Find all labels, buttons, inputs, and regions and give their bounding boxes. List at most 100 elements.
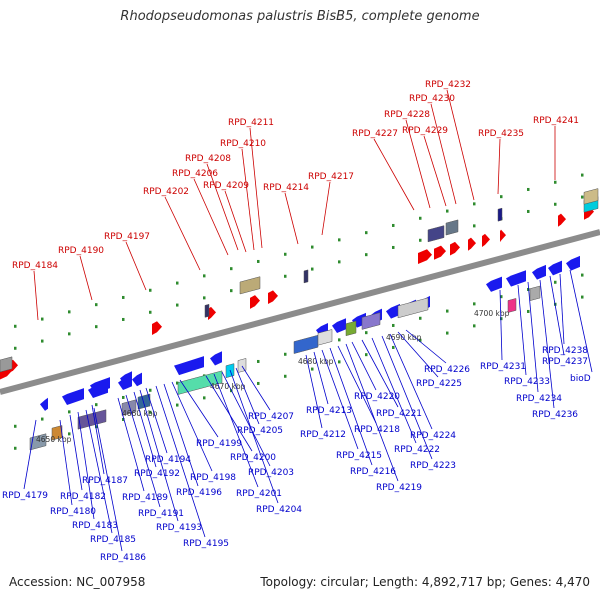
position-label: 4690 kbp xyxy=(386,333,422,342)
tick-dot xyxy=(257,259,260,263)
reverse-gene xyxy=(174,356,204,376)
gene-label-reverse: RPD_4222 xyxy=(394,445,440,455)
leader-line xyxy=(79,255,93,301)
feature-box xyxy=(77,409,107,430)
tick-dot xyxy=(41,339,44,343)
leader-line xyxy=(329,347,373,466)
gene-label-reverse: RPD_4201 xyxy=(236,489,282,499)
feature-box xyxy=(497,207,503,222)
tick-dot xyxy=(14,346,17,350)
leader-line xyxy=(229,369,279,504)
tick-dot xyxy=(365,353,368,357)
tick-dot xyxy=(14,424,17,428)
gene-label-reverse: RPD_4231 xyxy=(480,362,526,372)
leader-line xyxy=(446,89,475,201)
tick-dot xyxy=(176,303,179,307)
tick-dot xyxy=(230,289,233,293)
feature-box xyxy=(137,393,151,410)
gene-features xyxy=(0,188,599,451)
leader-line xyxy=(499,289,503,361)
tick-dot xyxy=(554,180,557,184)
gene-label-reverse: RPD_4192 xyxy=(134,469,180,479)
leader-line xyxy=(59,419,73,506)
tick-dot xyxy=(14,324,17,328)
forward-gene xyxy=(450,241,460,256)
leader-line xyxy=(93,407,123,552)
leader-line xyxy=(69,414,83,491)
gene-label-reverse: RPD_4224 xyxy=(410,431,456,441)
tick-dot xyxy=(581,195,584,199)
leader-line xyxy=(91,404,105,475)
leader-line xyxy=(351,341,377,391)
leader-line xyxy=(381,335,433,460)
tick-dot xyxy=(68,410,71,414)
tick-dots xyxy=(14,173,584,450)
tick-dot xyxy=(581,273,584,277)
feature-box xyxy=(361,312,381,330)
tick-dot xyxy=(392,323,395,327)
tick-dot xyxy=(392,245,395,249)
feature-box xyxy=(293,334,319,354)
gene-label-reverse: RPD_4196 xyxy=(176,488,222,498)
feature-box xyxy=(177,370,223,395)
gene-label-reverse: RPD_4195 xyxy=(183,539,229,549)
reverse-gene xyxy=(90,377,110,394)
tick-dot xyxy=(122,295,125,299)
tick-dot xyxy=(500,317,503,321)
tick-dot xyxy=(392,223,395,227)
tick-dot xyxy=(446,309,449,313)
genome-backbone xyxy=(0,229,600,395)
tick-dot xyxy=(257,381,260,385)
feature-box xyxy=(397,297,429,319)
gene-label-reverse: RPD_4183 xyxy=(72,521,118,531)
position-label: 4700 kbp xyxy=(474,309,510,318)
feature-box xyxy=(239,276,261,295)
forward-gene xyxy=(500,229,506,243)
forward-gene xyxy=(468,237,476,251)
leader-line xyxy=(430,103,457,205)
tick-dot xyxy=(176,281,179,285)
leader-line xyxy=(179,379,219,438)
gene-label-forward: RPD_4232 xyxy=(425,80,471,90)
gene-label-reverse: RPD_4219 xyxy=(376,483,422,493)
leader-line xyxy=(405,119,431,209)
feature-box xyxy=(317,329,333,346)
leader-line xyxy=(164,196,201,271)
gene-label-forward: RPD_4206 xyxy=(172,169,218,179)
feature-box xyxy=(204,303,210,318)
gene-label-reverse: RPD_4216 xyxy=(350,467,396,477)
gene-label-forward: RPD_4209 xyxy=(203,181,249,191)
leader-line xyxy=(77,411,95,520)
tick-dot xyxy=(365,231,368,235)
feature-box xyxy=(529,285,541,301)
leader-line xyxy=(241,148,255,251)
feature-box xyxy=(345,320,357,337)
feature-box xyxy=(0,356,13,373)
leader-line xyxy=(33,270,39,321)
tick-dot xyxy=(365,331,368,335)
gene-label-reverse: RPD_4193 xyxy=(156,523,202,533)
tick-dot xyxy=(68,332,71,336)
leader-line xyxy=(405,329,447,364)
tick-dot xyxy=(203,296,206,300)
leader-line xyxy=(235,367,260,425)
gene-label-forward: RPD_4208 xyxy=(185,154,231,164)
forward-gene xyxy=(152,321,162,335)
position-label: 4680 kbp xyxy=(298,357,334,366)
leader-line xyxy=(241,365,271,411)
gene-label-reverse: RPD_4237 xyxy=(542,357,588,367)
tick-dot xyxy=(473,224,476,228)
gene-label-forward: RPD_4214 xyxy=(263,183,309,193)
reverse-gene xyxy=(120,371,132,386)
gene-label-reverse: RPD_4203 xyxy=(248,468,294,478)
gene-label-reverse: RPD_4199 xyxy=(196,439,242,449)
gene-label-forward: RPD_4202 xyxy=(143,187,189,197)
gene-label-reverse: RPD_4226 xyxy=(424,365,470,375)
gene-label-reverse: RPD_4185 xyxy=(90,535,136,545)
leader-line xyxy=(569,269,593,373)
leader-line xyxy=(221,371,271,467)
leader-line xyxy=(373,138,415,211)
leader-line xyxy=(224,190,247,253)
forward-gene xyxy=(418,249,432,265)
